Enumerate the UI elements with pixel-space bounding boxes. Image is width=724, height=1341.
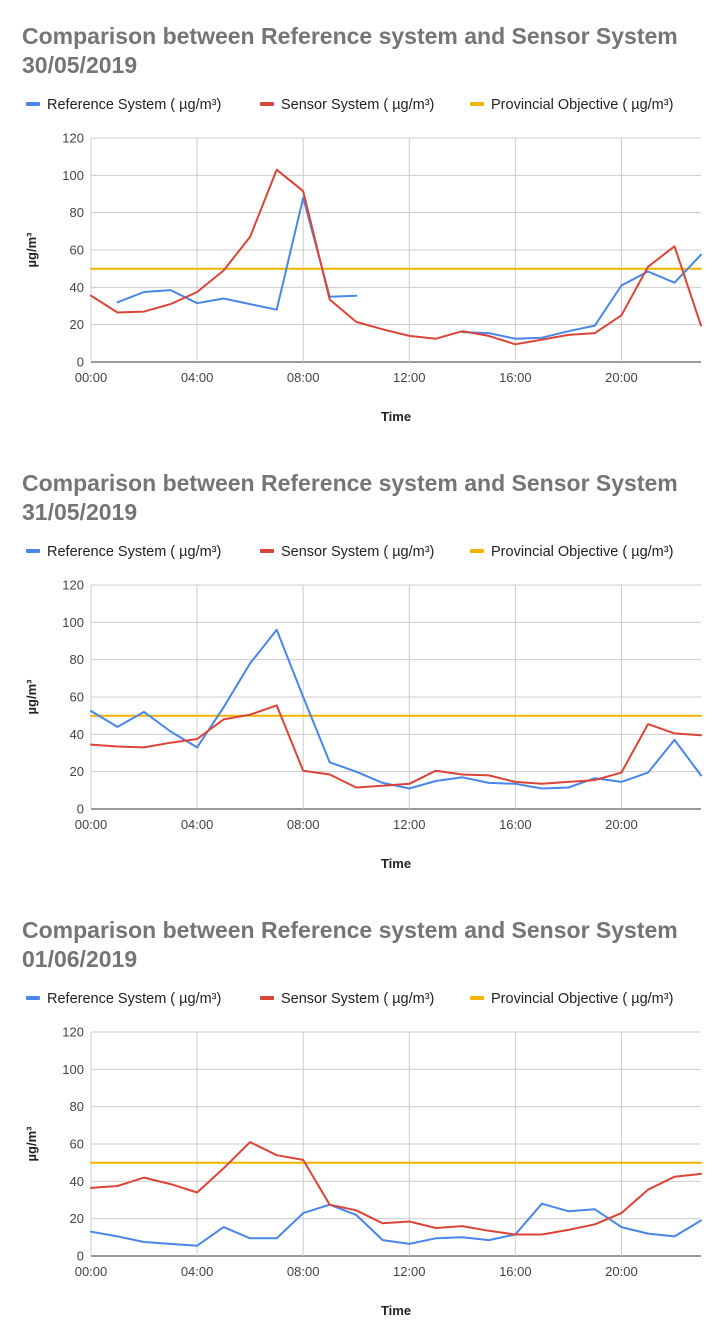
x-tick-label: 12:00	[393, 370, 426, 385]
x-tick-label: 04:00	[181, 817, 214, 832]
chart-title-date: 30/05/2019	[22, 52, 138, 78]
y-axis: 0 20 40 60 80 100 120	[62, 1025, 701, 1264]
x-tick-label: 08:00	[287, 817, 320, 832]
x-tick-label: 16:00	[499, 817, 532, 832]
y-tick-label: 100	[62, 615, 84, 630]
x-tick-label: 16:00	[499, 370, 532, 385]
line-chart: Reference System ( µg/m³) Sensor System (…	[24, 97, 702, 424]
chart-title: Comparison between Reference system and …	[22, 22, 712, 80]
y-tick-label: 0	[77, 802, 84, 817]
y-tick-label: 20	[70, 764, 84, 779]
x-tick-label: 00:00	[75, 817, 108, 832]
reference-legend-swatch	[26, 996, 40, 1000]
sensor-series	[90, 704, 702, 789]
y-axis: 0 20 40 60 80 100 120	[62, 578, 701, 817]
y-tick-label: 20	[70, 317, 84, 332]
chart-title: Comparison between Reference system and …	[22, 916, 712, 974]
objective-legend-swatch	[470, 996, 484, 1000]
reference-line	[461, 253, 702, 340]
y-tick-label: 0	[77, 1249, 84, 1264]
x-tick-label: 20:00	[605, 1264, 638, 1279]
sensor-legend-swatch	[260, 102, 274, 106]
sensor-line	[90, 168, 702, 346]
x-tick-label: 20:00	[605, 817, 638, 832]
chart-title-main: Comparison between Reference system and …	[22, 23, 678, 49]
y-tick-label: 100	[62, 168, 84, 183]
x-tick-label: 04:00	[181, 1264, 214, 1279]
line-chart: Reference System ( µg/m³) Sensor System (…	[24, 544, 702, 871]
x-tick-label: 12:00	[393, 1264, 426, 1279]
objective-legend-swatch	[470, 102, 484, 106]
objective-legend-swatch	[470, 549, 484, 553]
x-axis-title: Time	[381, 1303, 411, 1318]
sensor-legend-label: Sensor System ( µg/m³)	[281, 991, 434, 1007]
x-axis: 00:00 04:00 08:00 12:00 16:00 20:00	[75, 585, 638, 832]
y-tick-label: 80	[70, 652, 84, 667]
y-tick-label: 20	[70, 1211, 84, 1226]
y-axis: 0 20 40 60 80 100 120	[62, 131, 701, 370]
sensor-legend-swatch	[260, 996, 274, 1000]
x-tick-label: 00:00	[75, 370, 108, 385]
y-tick-label: 120	[62, 1025, 84, 1040]
y-tick-label: 60	[70, 690, 84, 705]
reference-series	[90, 1202, 702, 1247]
sensor-line	[90, 1141, 702, 1236]
x-axis-title: Time	[381, 856, 411, 871]
x-axis: 00:00 04:00 08:00 12:00 16:00 20:00	[75, 138, 638, 385]
sensor-legend-label: Sensor System ( µg/m³)	[281, 544, 434, 560]
objective-legend-label: Provincial Objective ( µg/m³)	[491, 544, 673, 560]
x-tick-label: 08:00	[287, 370, 320, 385]
chart-panel-01-06-2019: Comparison between Reference system and …	[0, 894, 724, 1341]
chart-title-main: Comparison between Reference system and …	[22, 470, 678, 496]
y-tick-label: 60	[70, 243, 84, 258]
y-tick-label: 40	[70, 727, 84, 742]
objective-legend-label: Provincial Objective ( µg/m³)	[491, 991, 673, 1007]
y-axis-title: µg/m³	[24, 232, 39, 268]
y-axis-title: µg/m³	[24, 1126, 39, 1162]
reference-legend-swatch	[26, 102, 40, 106]
sensor-line	[90, 704, 702, 789]
legend: Reference System ( µg/m³) Sensor System (…	[26, 991, 673, 1007]
reference-series	[90, 628, 702, 790]
chart-title: Comparison between Reference system and …	[22, 469, 712, 527]
y-axis-title: µg/m³	[24, 679, 39, 715]
sensor-legend-label: Sensor System ( µg/m³)	[281, 97, 434, 113]
x-tick-label: 12:00	[393, 817, 426, 832]
y-tick-label: 120	[62, 131, 84, 146]
sensor-series	[90, 168, 702, 346]
y-tick-label: 0	[77, 355, 84, 370]
reference-legend-label: Reference System ( µg/m³)	[47, 544, 221, 560]
reference-legend-swatch	[26, 549, 40, 553]
x-tick-label: 16:00	[499, 1264, 532, 1279]
reference-legend-label: Reference System ( µg/m³)	[47, 97, 221, 113]
x-tick-label: 04:00	[181, 370, 214, 385]
chart-panel-30-05-2019: Comparison between Reference system and …	[0, 0, 724, 447]
sensor-series	[90, 1141, 702, 1236]
reference-legend-label: Reference System ( µg/m³)	[47, 991, 221, 1007]
y-tick-label: 120	[62, 578, 84, 593]
y-tick-label: 60	[70, 1137, 84, 1152]
y-tick-label: 80	[70, 1099, 84, 1114]
chart-title-main: Comparison between Reference system and …	[22, 917, 678, 943]
line-chart: Reference System ( µg/m³) Sensor System (…	[24, 991, 702, 1318]
y-tick-label: 40	[70, 280, 84, 295]
y-tick-label: 100	[62, 1062, 84, 1077]
x-tick-label: 00:00	[75, 1264, 108, 1279]
sensor-legend-swatch	[260, 549, 274, 553]
legend: Reference System ( µg/m³) Sensor System (…	[26, 97, 673, 113]
x-tick-label: 08:00	[287, 1264, 320, 1279]
x-tick-label: 20:00	[605, 370, 638, 385]
y-tick-label: 40	[70, 1174, 84, 1189]
chart-title-date: 31/05/2019	[22, 499, 138, 525]
objective-legend-label: Provincial Objective ( µg/m³)	[491, 97, 673, 113]
chart-panel-31-05-2019: Comparison between Reference system and …	[0, 447, 724, 894]
y-tick-label: 80	[70, 205, 84, 220]
chart-title-date: 01/06/2019	[22, 946, 138, 972]
reference-line	[90, 1202, 702, 1247]
legend: Reference System ( µg/m³) Sensor System (…	[26, 544, 673, 560]
x-axis-title: Time	[381, 409, 411, 424]
x-axis: 00:00 04:00 08:00 12:00 16:00 20:00	[75, 1032, 638, 1279]
reference-line	[90, 628, 702, 790]
